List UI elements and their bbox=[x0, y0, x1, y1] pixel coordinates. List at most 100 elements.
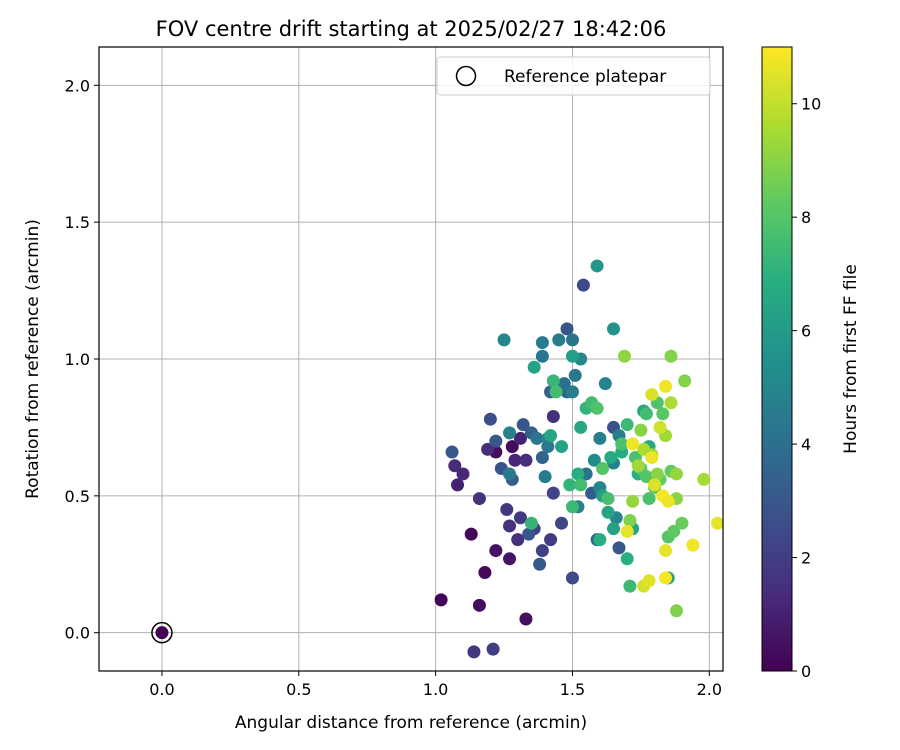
scatter-point bbox=[565, 571, 579, 585]
scatter-point bbox=[598, 377, 612, 391]
scatter-point bbox=[650, 467, 664, 481]
scatter-point bbox=[648, 478, 662, 492]
scatter-point bbox=[533, 557, 547, 571]
legend-box bbox=[436, 56, 711, 96]
scatter-point bbox=[505, 440, 519, 454]
chart-title: FOV centre drift starting at 2025/02/27 … bbox=[156, 17, 667, 41]
scatter-point bbox=[538, 470, 552, 484]
scatter-point bbox=[601, 492, 615, 506]
legend-marker-icon bbox=[455, 65, 477, 87]
scatter-point bbox=[669, 604, 683, 618]
scatter-point bbox=[555, 440, 569, 454]
y-tick-label: 1.0 bbox=[65, 350, 90, 369]
scatter-point bbox=[486, 642, 500, 656]
scatter-point bbox=[653, 420, 667, 434]
scatter-point bbox=[565, 349, 579, 363]
x-tick-label: 2.0 bbox=[697, 680, 722, 699]
scatter-point bbox=[678, 374, 692, 388]
scatter-point bbox=[500, 503, 514, 517]
scatter-point bbox=[467, 645, 481, 659]
scatter-point bbox=[620, 552, 634, 566]
x-tick-label: 1.0 bbox=[423, 680, 448, 699]
scatter-point bbox=[472, 492, 486, 506]
colorbar-tick-label: 2 bbox=[801, 549, 811, 568]
scatter-point bbox=[664, 349, 678, 363]
x-tick-label: 0.5 bbox=[286, 680, 311, 699]
x-tick-label: 1.5 bbox=[560, 680, 585, 699]
scatter-point bbox=[593, 431, 607, 445]
scatter-point bbox=[535, 349, 549, 363]
colorbar-ticks: 0 2 4 6 8 10 bbox=[792, 95, 821, 681]
colorbar: 0 2 4 6 8 10 Hours from first FF file bbox=[761, 46, 861, 681]
y-tick-label: 0.5 bbox=[65, 487, 90, 506]
scatter-point bbox=[535, 544, 549, 558]
scatter-point bbox=[659, 379, 673, 393]
scatter-point bbox=[675, 516, 689, 530]
scatter-point bbox=[639, 407, 653, 421]
reference-point bbox=[151, 621, 173, 644]
scatter-point bbox=[576, 278, 590, 292]
scatter-point bbox=[617, 349, 631, 363]
scatter-point bbox=[546, 409, 560, 423]
scatter-point bbox=[478, 565, 492, 579]
scatter-point bbox=[590, 401, 604, 415]
scatter-point bbox=[544, 429, 558, 443]
scatter-point bbox=[544, 533, 558, 547]
scatter-point bbox=[503, 552, 517, 566]
colorbar-tick-label: 6 bbox=[801, 322, 811, 341]
scatter-point bbox=[451, 478, 465, 492]
scatter-point bbox=[563, 478, 577, 492]
colorbar-gradient bbox=[761, 46, 793, 672]
x-axis-ticks: 0.0 0.5 1.0 1.5 2.0 bbox=[149, 671, 722, 699]
scatter-point bbox=[634, 423, 648, 437]
scatter-point bbox=[519, 612, 533, 626]
legend-label: Reference platepar bbox=[504, 67, 666, 87]
scatter-point bbox=[596, 461, 610, 475]
scatter-point bbox=[626, 437, 640, 451]
scatter-point bbox=[555, 516, 569, 530]
legend: Reference platepar bbox=[436, 56, 711, 96]
scatter-point bbox=[530, 431, 544, 445]
scatter-point bbox=[527, 360, 541, 374]
scatter-point bbox=[686, 538, 700, 552]
scatter-point bbox=[568, 368, 582, 382]
scatter-point bbox=[659, 544, 673, 558]
scatter-point bbox=[472, 598, 486, 612]
scatter-point bbox=[489, 544, 503, 558]
scatter-point bbox=[601, 505, 615, 519]
scatter-point bbox=[620, 524, 634, 538]
scatter-point bbox=[549, 385, 563, 399]
scatter-point bbox=[593, 533, 607, 547]
points-layer bbox=[434, 259, 723, 659]
scatter-point bbox=[565, 385, 579, 399]
scatter-point bbox=[664, 396, 678, 410]
scatter-point bbox=[503, 519, 517, 533]
colorbar-tick-label: 4 bbox=[801, 435, 811, 454]
scatter-point bbox=[481, 442, 495, 456]
scatter-point bbox=[604, 451, 618, 465]
scatter-point bbox=[546, 486, 560, 500]
scatter-point bbox=[615, 437, 629, 451]
scatter-point bbox=[483, 412, 497, 426]
scatter-point bbox=[639, 470, 653, 484]
scatter-point bbox=[519, 453, 533, 467]
scatter-point bbox=[656, 407, 670, 421]
scatter-point bbox=[571, 467, 585, 481]
scatter-point bbox=[612, 541, 626, 555]
scatter-point bbox=[659, 571, 673, 585]
scatter-point bbox=[513, 511, 527, 525]
scatter-point bbox=[503, 426, 517, 440]
y-tick-label: 1.5 bbox=[65, 213, 90, 232]
scatter-point bbox=[434, 593, 448, 607]
y-tick-label: 2.0 bbox=[65, 76, 90, 95]
scatter-point bbox=[590, 259, 604, 273]
scatter-point bbox=[631, 459, 645, 473]
scatter-point bbox=[448, 459, 462, 473]
scatter-point bbox=[645, 451, 659, 465]
scatter-point bbox=[508, 453, 522, 467]
scatter-point bbox=[642, 574, 656, 588]
scatter-point bbox=[661, 494, 675, 508]
colorbar-tick-label: 0 bbox=[801, 662, 811, 681]
y-axis-label: Rotation from reference (arcmin) bbox=[23, 219, 43, 499]
scatter-point bbox=[522, 527, 536, 541]
